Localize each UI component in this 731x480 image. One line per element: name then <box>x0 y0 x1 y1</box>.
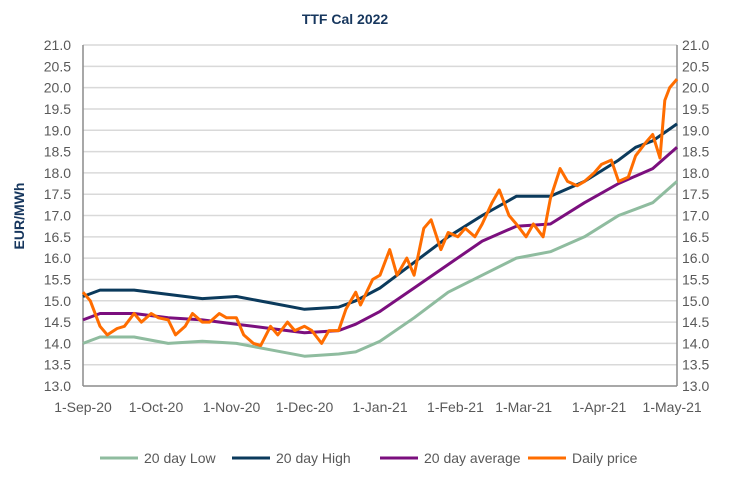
legend-label: 20 day Low <box>144 450 216 466</box>
chart-title: TTF Cal 2022 <box>302 11 389 27</box>
y-axis-label: EUR/MWh <box>11 183 27 250</box>
series-line-daily-price <box>81 78 679 347</box>
legend-label: 20 day average <box>424 450 521 466</box>
series-line-20-day-average <box>82 146 678 335</box>
axes: 13.0 13.0 13.5 13.5 14.0 14.0 14.5 14.5 15.0 15.0… <box>44 37 710 415</box>
y-tick-label-right: 18.5 <box>682 144 709 160</box>
x-tick-label: 1-Apr-21 <box>572 399 627 415</box>
y-tick-label-left: 18.0 <box>44 165 71 181</box>
y-tick-label-right: 16.5 <box>682 229 709 245</box>
series-lines <box>81 78 679 358</box>
y-tick-label-right: 16.0 <box>682 250 709 266</box>
legend-label: Daily price <box>572 450 638 466</box>
y-tick-label-left: 13.0 <box>44 378 71 394</box>
y-tick-label-right: 17.5 <box>682 186 709 202</box>
y-tick-label-left: 19.5 <box>44 101 71 117</box>
y-tick-label-left: 13.5 <box>44 357 71 373</box>
legend-label: 20 day High <box>276 450 351 466</box>
y-tick-label-right: 21.0 <box>682 37 709 53</box>
y-tick-label-left: 17.0 <box>44 208 71 224</box>
y-tick-label-left: 15.5 <box>44 271 71 287</box>
y-tick-label-left: 19.0 <box>44 122 71 138</box>
y-tick-label-left: 20.5 <box>44 58 71 74</box>
y-tick-label-right: 18.0 <box>682 165 709 181</box>
y-tick-label-left: 15.0 <box>44 293 71 309</box>
y-tick-label-right: 14.0 <box>682 335 709 351</box>
y-tick-label-right: 14.5 <box>682 314 709 330</box>
y-tick-label-right: 20.5 <box>682 58 709 74</box>
y-tick-label-left: 21.0 <box>44 37 71 53</box>
y-tick-label-right: 19.5 <box>682 101 709 117</box>
y-tick-label-left: 18.5 <box>44 144 71 160</box>
y-tick-label-right: 13.0 <box>682 378 709 394</box>
gridlines <box>83 44 677 366</box>
y-tick-label-left: 16.5 <box>44 229 71 245</box>
y-tick-label-right: 13.5 <box>682 357 709 373</box>
y-tick-label-right: 17.0 <box>682 208 709 224</box>
y-tick-label-right: 19.0 <box>682 122 709 138</box>
series-line-20-day-low <box>82 180 678 358</box>
y-tick-label-left: 14.5 <box>44 314 71 330</box>
y-tick-label-left: 17.5 <box>44 186 71 202</box>
y-tick-label-left: 14.0 <box>44 335 71 351</box>
x-tick-label: 1-Mar-21 <box>495 399 552 415</box>
x-tick-label: 1-Nov-20 <box>203 399 261 415</box>
legend: 20 day Low 20 day High 20 day average Daily… <box>100 450 638 466</box>
y-tick-label-right: 15.0 <box>682 293 709 309</box>
x-tick-label: 1-Dec-20 <box>276 399 334 415</box>
y-tick-label-right: 20.0 <box>682 80 709 96</box>
series-line-20-day-high <box>82 122 678 311</box>
x-tick-label: 1-Oct-20 <box>129 399 184 415</box>
y-tick-label-left: 16.0 <box>44 250 71 266</box>
x-tick-label: 1-Sep-20 <box>54 399 112 415</box>
x-tick-label: 1-Jan-21 <box>352 399 407 415</box>
y-tick-label-right: 15.5 <box>682 271 709 287</box>
x-tick-label: 1-Feb-21 <box>427 399 484 415</box>
y-tick-label-left: 20.0 <box>44 80 71 96</box>
x-tick-label: 1-May-21 <box>643 399 702 415</box>
